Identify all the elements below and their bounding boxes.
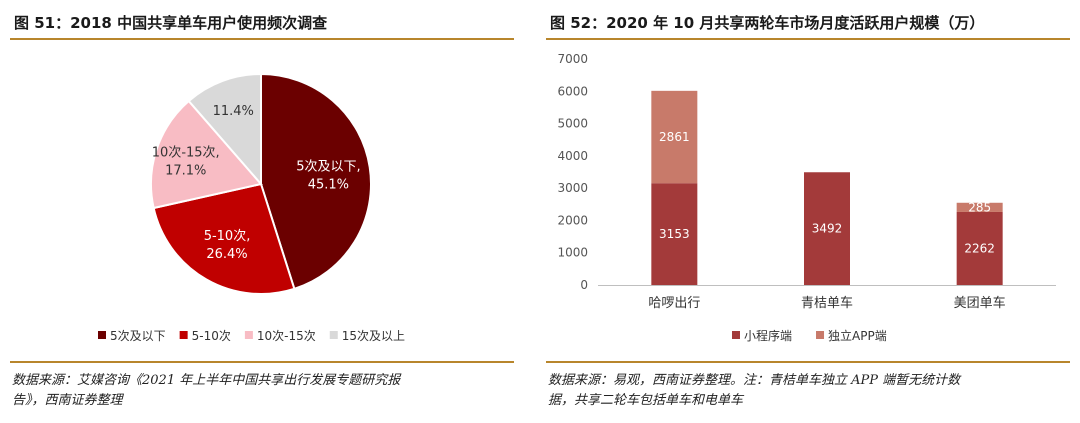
pie-value-0: 45.1% [308,178,349,193]
bar-chart-panel: 图 52：2020 年 10 月共享两轮车市场月度活跃用户规模（万） 0 1000… [536,0,1080,423]
y-tick-2: 2000 [557,213,588,227]
bar-label-1-2: 285 [968,200,991,214]
y-tick-6: 6000 [557,84,588,98]
pie-label-0: 5次及以下, [296,159,360,175]
legend-swatch-0 [732,331,740,339]
pie-slice-1 [152,182,296,295]
bar-0-0 [651,183,698,285]
source-line-1: 数据来源：艾媒咨询《2021 年上半年中国共享出行发展专题研究报 [12,373,401,388]
legend-swatch-2 [244,331,253,339]
bar-label-1-0: 2861 [659,130,690,144]
legend-label-1: 独立APP端 [828,328,887,343]
bar-label-0-0: 3153 [659,227,690,241]
x-tick-2: 美团单车 [954,295,1006,311]
figure-52-source: 数据来源：易观，西南证券整理。注：青桔单车独立 APP 端暂无统计数 据，共享二… [548,371,960,411]
pie-slice-2 [150,99,263,210]
source-line-2: 告》，西南证券整理 [12,393,123,408]
pie-value-1: 26.4% [206,247,247,262]
legend-swatch-3 [329,331,338,339]
y-tick-7: 7000 [557,52,588,66]
y-tick-5: 5000 [557,117,588,131]
legend-label-2: 10次-15次 [257,329,316,343]
pie-value-3: 11.4% [213,104,254,119]
pie-chart: 5次及以下, 45.1% 5-10次, 26.4% 10次-15次, 17.1% 11.4%… [98,72,405,343]
x-tick-0: 哈啰出行 [648,296,700,311]
pie-chart-panel: 图 51：2018 中国共享单车用户使用频次调查 5次及以下, 45.1% 5-10… [0,0,524,423]
pie-value-2: 17.1% [165,163,206,178]
legend-swatch-1 [179,331,188,339]
y-tick-3: 3000 [557,181,588,195]
figure-51-source: 数据来源：艾媒咨询《2021 年上半年中国共享出行发展专题研究报 告》，西南证券… [12,371,400,411]
pie-label-2: 10次-15次, [152,144,220,160]
y-tick-4: 4000 [557,149,588,163]
title-divider [546,38,1070,40]
figure-52-title: 图 52：2020 年 10 月共享两轮车市场月度活跃用户规模（万） [550,14,985,32]
source-line-1: 数据来源：易观，西南证券整理。注：青桔单车独立 APP 端暂无统计数 [548,373,961,388]
legend-label-0: 5次及以下 [110,329,166,343]
pie-slice-3 [187,72,262,187]
legend-swatch-0 [98,331,106,339]
bar-1-2 [956,202,1003,212]
bar-label-0-1: 3492 [812,222,843,236]
legend-label-0: 小程序端 [744,328,792,343]
source-divider [546,361,1070,363]
title-divider [10,38,514,40]
source-divider [10,361,514,363]
legend-label-1: 5-10次 [192,329,231,343]
bar-0-2 [956,211,1003,285]
bar-0-1 [804,172,850,285]
y-tick-1: 1000 [557,246,588,260]
x-tick-1: 青桔单车 [801,295,853,311]
pie-label-1: 5-10次, [204,228,251,244]
stacked-bar-chart: 0 1000 2000 3000 4000 5000 6000 7000 3153 2861 哈啰出… [557,52,1056,343]
bar-1-0 [651,90,698,184]
pie-slice-0 [260,72,372,291]
legend-swatch-1 [816,331,825,339]
legend-label-3: 15次及以上 [342,329,405,343]
figure-51-title: 图 51：2018 中国共享单车用户使用频次调查 [14,14,328,32]
y-tick-0: 0 [580,278,588,292]
bar-label-0-2: 2262 [964,241,995,255]
source-line-2: 据，共享二轮车包括单车和电单车 [548,393,744,408]
